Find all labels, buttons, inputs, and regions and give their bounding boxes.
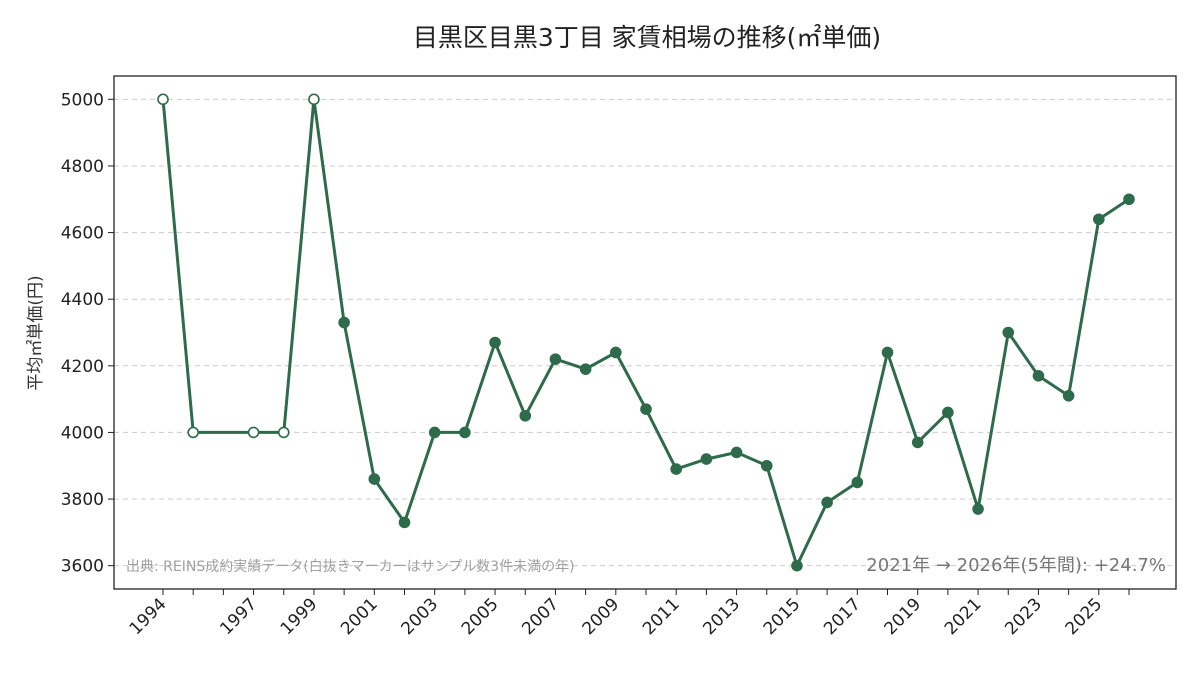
data-point-2023 [1032, 370, 1045, 382]
data-point-1997 [247, 426, 260, 439]
x-tick-label-2005: 2005 [458, 594, 503, 639]
data-point-2021 [972, 503, 984, 515]
data-point-2008 [579, 363, 592, 375]
data-point-2007 [549, 353, 562, 365]
data-point-2017 [851, 476, 864, 489]
x-tick-label-2013: 2013 [699, 594, 744, 639]
y-axis-ticks: 3600 3800 4000 4200 4400 4600 4800 5000 [61, 90, 114, 577]
series-layer [157, 93, 1135, 572]
plot-frame [113, 75, 1177, 590]
y-tick-label-4400: 4400 [61, 290, 104, 310]
data-point-2012 [700, 453, 713, 465]
x-tick-label-2009: 2009 [579, 594, 624, 639]
data-point-1999 [308, 93, 320, 106]
x-tick-label-1997: 1997 [216, 594, 261, 639]
data-point-2011 [670, 463, 682, 475]
x-tick-label-2019: 2019 [880, 594, 925, 639]
x-tick-label-2015: 2015 [760, 594, 805, 639]
x-axis-ticks: 1994 1997 1999 2001 2003 2005 2007 2009 2011 2013… [126, 589, 1130, 639]
data-point-2010 [640, 403, 652, 415]
data-point-2019 [911, 436, 924, 449]
data-point-2016 [821, 496, 833, 509]
data-point-1995 [187, 426, 199, 439]
change-summary: 2021年 → 2026年(5年間): +24.7% [866, 555, 1166, 576]
x-tick-label-2011: 2011 [639, 594, 684, 639]
x-tick-label-2001: 2001 [337, 594, 382, 639]
data-point-1998 [277, 426, 290, 439]
data-point-2000 [338, 316, 350, 329]
series-line-0 [161, 97, 1130, 568]
data-point-2014 [760, 459, 773, 472]
data-point-2002 [398, 516, 411, 529]
chart-title: 目黒区目黒3丁目 家賃相場の推移(㎡単価) [413, 23, 881, 52]
data-point-2020 [942, 406, 954, 419]
x-tick-label-2025: 2025 [1062, 594, 1107, 639]
y-tick-label-3600: 3600 [61, 557, 104, 577]
y-tick-label-5000: 5000 [61, 90, 104, 110]
data-point-2018 [881, 346, 894, 359]
data-point-2013 [730, 446, 743, 459]
data-point-2025 [1093, 213, 1105, 226]
grid-lines [114, 98, 1176, 567]
data-point-2003 [428, 426, 441, 439]
x-tick-label-2007: 2007 [518, 594, 563, 639]
x-tick-label-2023: 2023 [1001, 594, 1046, 639]
data-point-2026 [1123, 193, 1135, 206]
data-point-2015 [791, 559, 803, 572]
data-point-2009 [610, 346, 622, 359]
x-tick-label-1999: 1999 [277, 594, 322, 639]
source-note: 出典: REINS成約実績データ(白抜きマーカーはサンプル数3件未満の年) [126, 558, 575, 575]
y-tick-label-3800: 3800 [61, 490, 104, 510]
y-tick-label-4200: 4200 [61, 357, 104, 377]
data-point-2004 [459, 426, 471, 439]
x-tick-label-1994: 1994 [126, 594, 171, 639]
y-axis-label: 平均㎡単価(円) [26, 275, 46, 390]
data-point-2001 [368, 473, 381, 485]
x-tick-label-2003: 2003 [397, 594, 442, 639]
data-point-2024 [1062, 389, 1075, 402]
y-tick-label-4000: 4000 [61, 423, 104, 443]
x-tick-label-2017: 2017 [820, 594, 865, 639]
data-point-2022 [1002, 326, 1015, 339]
y-tick-label-4800: 4800 [61, 157, 104, 177]
data-point-2005 [489, 336, 501, 349]
data-point-2006 [519, 409, 532, 422]
y-tick-label-4600: 4600 [61, 224, 104, 244]
x-tick-label-2021: 2021 [941, 594, 986, 639]
data-point-1994 [157, 93, 169, 106]
